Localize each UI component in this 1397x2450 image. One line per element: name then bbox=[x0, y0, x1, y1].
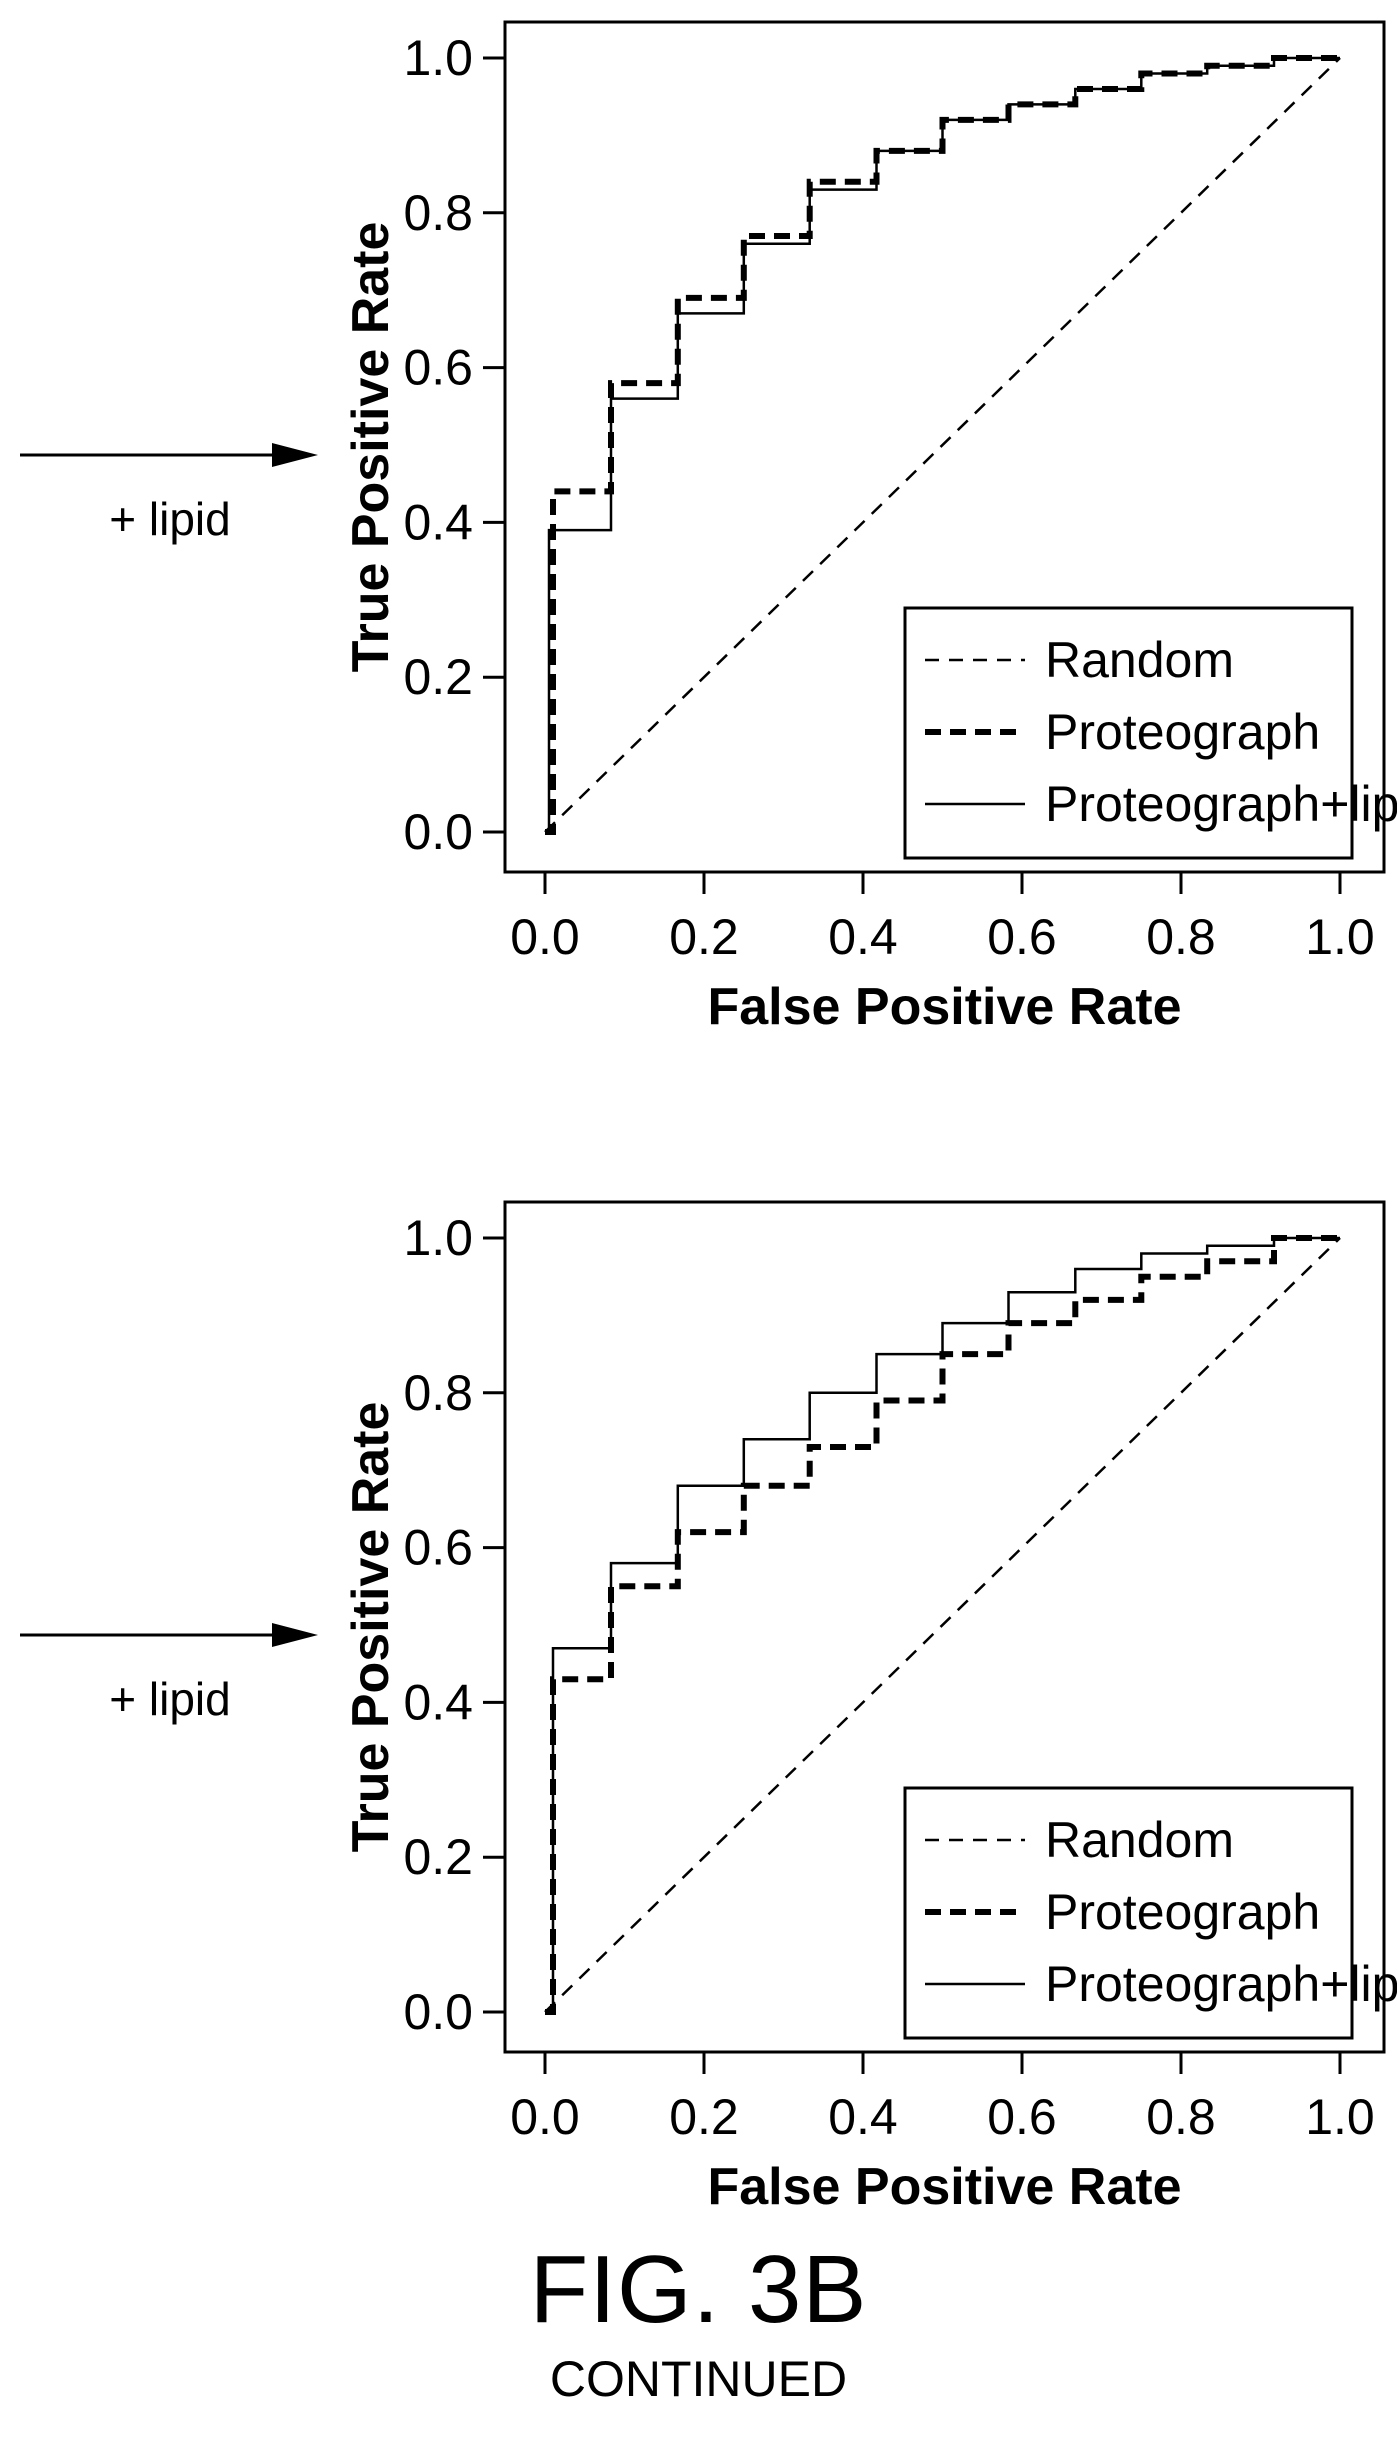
side-arrow-head-icon bbox=[272, 443, 318, 467]
x-tick-label: 0.6 bbox=[987, 909, 1057, 965]
x-axis-label: False Positive Rate bbox=[708, 978, 1182, 1036]
y-axis-label: True Positive Rate bbox=[342, 222, 400, 673]
legend-label: Proteograph bbox=[1045, 1884, 1320, 1940]
series-line-proteograph bbox=[545, 1235, 1340, 2015]
plot-frame bbox=[503, 1200, 1386, 2054]
legend-label: Proteograph+lipid bbox=[1045, 1956, 1397, 2012]
legend-label: Random bbox=[1045, 1812, 1234, 1868]
series-line-proteograph-lipid bbox=[545, 56, 1340, 834]
y-tick-label: 0.2 bbox=[403, 1829, 473, 1885]
y-tick-label: 0.8 bbox=[403, 185, 473, 241]
series-line-random bbox=[544, 57, 1341, 833]
roc-plot-top: + lipid 0.0 0.2 0.4 0.6 0.8 1.0 0.0 0.2 0.4 0.6 0.8… bbox=[20, 20, 1397, 1036]
x-tick-label: 1.0 bbox=[1305, 909, 1375, 965]
roc-chart-bottom: + lipid 0.0 0.2 0.4 0.6 0.8 1.0 0.0 0.2 0.4 0.6 0.8… bbox=[0, 1180, 1397, 2270]
x-tick-label: 0.0 bbox=[510, 2089, 580, 2145]
figure-title: FIG. 3B bbox=[529, 2236, 868, 2343]
x-tick-label: 0.0 bbox=[510, 909, 580, 965]
roc-chart-top: + lipid 0.0 0.2 0.4 0.6 0.8 1.0 0.0 0.2 0.4 0.6 0.8… bbox=[0, 0, 1397, 1090]
y-tick-label: 0.6 bbox=[403, 340, 473, 396]
side-label: + lipid bbox=[109, 493, 230, 545]
series-line-proteograph-lipid bbox=[545, 1236, 1340, 2014]
y-tick-label: 0.8 bbox=[403, 1365, 473, 1421]
x-tick-label: 1.0 bbox=[1305, 2089, 1375, 2145]
x-tick-label: 0.6 bbox=[987, 2089, 1057, 2145]
x-axis-label: False Positive Rate bbox=[708, 2158, 1182, 2216]
y-tick-label: 1.0 bbox=[403, 1210, 473, 1266]
y-tick-label: 0.0 bbox=[403, 1984, 473, 2040]
y-tick-label: 0.6 bbox=[403, 1520, 473, 1576]
side-arrow-head-icon bbox=[272, 1623, 318, 1647]
legend-label: Random bbox=[1045, 632, 1234, 688]
y-tick-label: 0.0 bbox=[403, 804, 473, 860]
y-tick-label: 0.4 bbox=[403, 494, 473, 550]
figure-continued-label: CONTINUED bbox=[549, 2351, 848, 2407]
x-tick-label: 0.8 bbox=[1146, 2089, 1216, 2145]
x-tick-label: 0.4 bbox=[828, 2089, 898, 2145]
plot-frame bbox=[503, 20, 1386, 874]
y-axis-label: True Positive Rate bbox=[342, 1402, 400, 1853]
side-label: + lipid bbox=[109, 1673, 230, 1725]
y-tick-label: 0.4 bbox=[403, 1674, 473, 1730]
legend-label: Proteograph bbox=[1045, 704, 1320, 760]
y-tick-label: 1.0 bbox=[403, 30, 473, 86]
x-tick-label: 0.4 bbox=[828, 909, 898, 965]
legend-label: Proteograph+lipid bbox=[1045, 776, 1397, 832]
y-tick-label: 0.2 bbox=[403, 649, 473, 705]
x-tick-label: 0.8 bbox=[1146, 909, 1216, 965]
x-tick-label: 0.2 bbox=[669, 2089, 739, 2145]
roc-plot-bottom: + lipid 0.0 0.2 0.4 0.6 0.8 1.0 0.0 0.2 0.4 0.6 0.8… bbox=[20, 1200, 1397, 2216]
series-line-random bbox=[544, 1237, 1341, 2013]
x-tick-label: 0.2 bbox=[669, 909, 739, 965]
